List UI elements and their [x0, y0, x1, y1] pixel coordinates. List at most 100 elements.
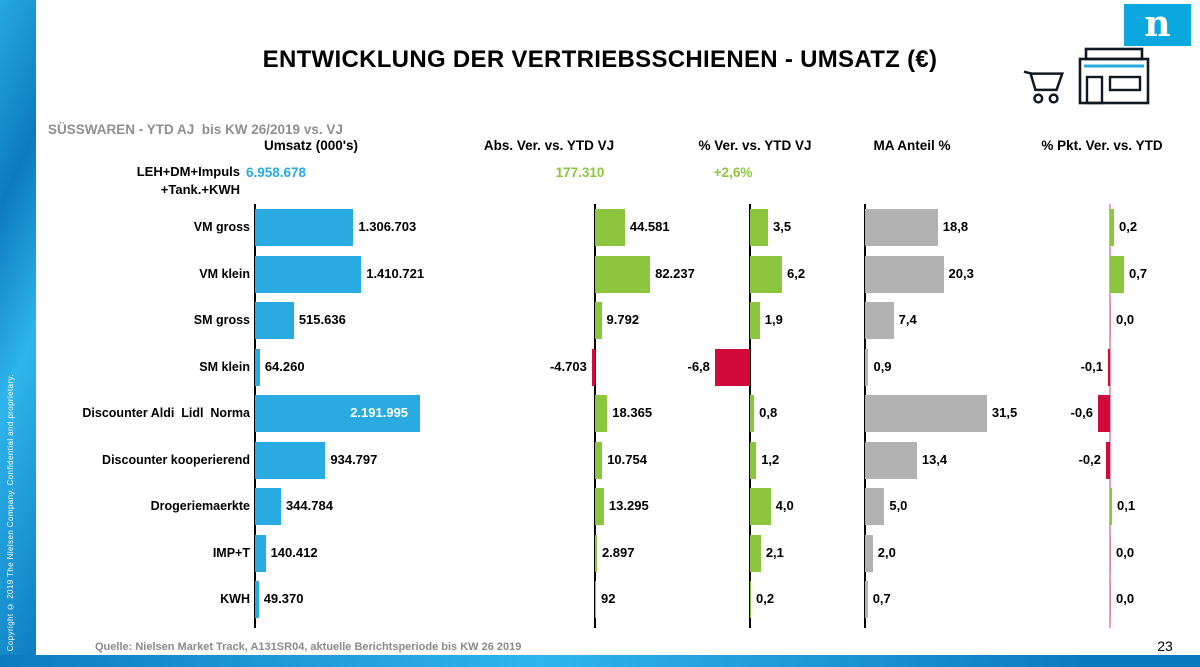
- bar-value: 2.897: [601, 544, 635, 560]
- bar: [865, 255, 944, 293]
- bar-value: 0,0: [1116, 312, 1135, 327]
- bar: [865, 302, 894, 339]
- page-number: 23: [1157, 638, 1173, 654]
- total-row-label: LEH+DM+Impuls +Tank.+KWH: [40, 163, 240, 199]
- bar-value: 64.260: [264, 358, 305, 374]
- bar: [255, 534, 266, 572]
- bar: [750, 534, 761, 572]
- bar: [750, 441, 757, 479]
- storefront-icon: [1076, 46, 1152, 111]
- bar-value: 1.306.703: [358, 219, 417, 234]
- bar-value: 18.365: [612, 405, 653, 420]
- bar-value: 82.237: [655, 265, 695, 281]
- bar: [750, 488, 771, 525]
- row-label: IMP+T: [212, 545, 250, 560]
- report-subtitle: SÜSSWAREN - YTD AJ bis KW 26/2019 vs. VJ: [48, 122, 343, 137]
- row-label: Discounter Aldi Lidl Norma: [82, 406, 250, 420]
- column-header-abs-ver: Abs. Ver. vs. YTD VJ: [483, 138, 615, 153]
- bar: [255, 255, 362, 293]
- bar-value: 44.581: [629, 219, 670, 234]
- bar-value: -0,2: [1078, 451, 1101, 467]
- bar-value: 0,0: [1116, 591, 1135, 606]
- bar: [865, 488, 885, 525]
- bar: [595, 255, 651, 293]
- bar: [1110, 255, 1124, 293]
- bar: [865, 395, 987, 432]
- bar: [255, 488, 281, 525]
- bar-value: 344.784: [285, 498, 333, 513]
- bar-value: 9.792: [606, 312, 640, 327]
- bar-value: 18,8: [942, 219, 969, 234]
- row-label: SM gross: [193, 313, 250, 327]
- bar: [595, 581, 596, 618]
- column-header-umsatz: Umsatz (000's): [264, 138, 358, 153]
- bar: [1106, 441, 1110, 479]
- total-row-label-line1: LEH+DM+Impuls: [136, 164, 240, 179]
- bar-value: 2.191.995: [350, 405, 409, 420]
- nielsen-logo: n: [1124, 4, 1191, 46]
- bar-value: 92: [601, 591, 616, 606]
- bar-value: 10.754: [607, 451, 647, 467]
- bar: [595, 488, 604, 525]
- bar: [750, 302, 760, 339]
- bar-value: 0,2: [1119, 219, 1138, 234]
- bar-value: 0,7: [1129, 265, 1148, 281]
- bar: [591, 348, 595, 386]
- bar: [750, 581, 752, 618]
- bar-value: 4,0: [775, 498, 794, 513]
- bar-value: -0,1: [1080, 358, 1103, 374]
- row-label: Discounter kooperierend: [102, 452, 250, 467]
- bottom-accent-bar: [0, 655, 1200, 667]
- bar-value: 0,2: [756, 591, 775, 606]
- bar-value: 13.295: [608, 498, 649, 513]
- total-abs-ver-value: 177.310: [555, 165, 605, 180]
- copyright-text: Copyright © 2019 The Nielsen Company. Co…: [6, 373, 15, 651]
- bar: [750, 209, 769, 246]
- bar-value: 0,0: [1116, 544, 1135, 560]
- bar: [595, 441, 603, 479]
- bar: [1110, 581, 1111, 618]
- bar: [1110, 488, 1112, 525]
- bar: [595, 395, 608, 432]
- bar: [255, 348, 260, 386]
- bar: [865, 348, 869, 386]
- bar-value: 13,4: [921, 451, 948, 467]
- bar-value: 934.797: [330, 451, 378, 467]
- row-label: Drogeriemaerkte: [150, 499, 250, 513]
- bar-value: 140.412: [270, 544, 318, 560]
- bar-value: 5,0: [889, 498, 908, 513]
- bar: [1098, 395, 1110, 432]
- bar-value: 1.410.721: [366, 265, 425, 281]
- bar: [1110, 209, 1114, 246]
- bar: [1110, 534, 1111, 572]
- left-accent-bar: Copyright © 2019 The Nielsen Company. Co…: [0, 0, 36, 667]
- bar: [255, 302, 294, 339]
- bar-value: 2,0: [877, 544, 896, 560]
- bar: [1110, 302, 1111, 339]
- bar-value: 49.370: [263, 591, 304, 606]
- column-header-pct-ver: % Ver. vs. YTD VJ: [698, 138, 812, 153]
- bar: [750, 255, 782, 293]
- bar-value: 31,5: [991, 405, 1018, 420]
- bar-value: 0,9: [873, 358, 892, 374]
- bar: [865, 209, 938, 246]
- bar: [865, 441, 917, 479]
- row-label: KWH: [220, 592, 250, 606]
- bar: [865, 534, 873, 572]
- bar: [595, 534, 597, 572]
- axis-line: [1109, 204, 1111, 628]
- bar-value: -6,8: [687, 358, 710, 374]
- bar: [255, 395, 421, 432]
- page-title: ENTWICKLUNG DER VERTRIEBSSCHIENEN - UMSA…: [262, 46, 938, 73]
- bar: [255, 581, 259, 618]
- column-header-ma-anteil: MA Anteil %: [873, 138, 951, 153]
- total-pct-ver-value: +2,6%: [713, 165, 753, 180]
- shopping-cart-icon: [1022, 66, 1068, 113]
- bar: [595, 302, 602, 339]
- bar-value: 0,8: [759, 405, 778, 420]
- bar-value: 2,1: [765, 544, 784, 560]
- row-label: VM klein: [199, 266, 250, 281]
- bar-value: 0,1: [1117, 498, 1136, 513]
- nielsen-logo-letter: n: [1144, 3, 1171, 45]
- source-note: Quelle: Nielsen Market Track, A131SR04, …: [95, 641, 522, 653]
